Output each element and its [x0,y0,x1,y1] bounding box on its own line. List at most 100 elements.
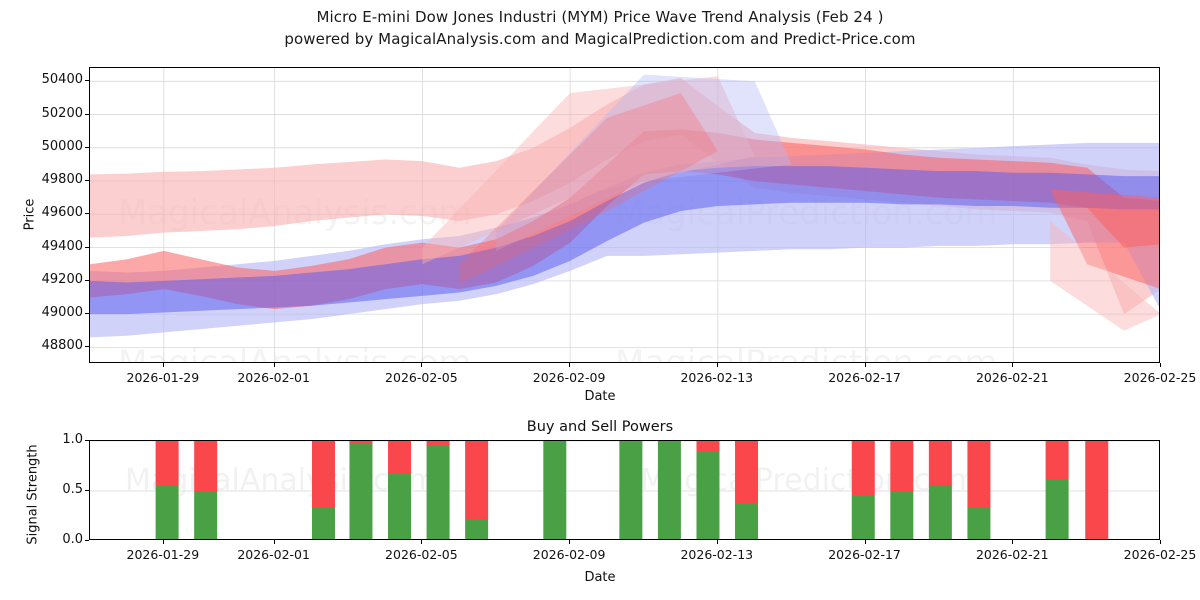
signal-x-tickmark [273,540,275,544]
signal-chart-plot-area: MagicalAnalysis.com MagicalPrediction.co… [89,440,1160,540]
price-bands-svg [90,68,1159,362]
price-y-tickmark [85,213,89,215]
price-y-tickmark [85,313,89,315]
price-y-tick: 49600 [41,205,83,221]
buy-power-bar [928,486,952,539]
price-y-tickmark [85,180,89,182]
signal-x-tick: 2026-02-17 [828,547,901,562]
price-x-tickmark [1012,363,1014,367]
page-title: Micro E-mini Dow Jones Industri (MYM) Pr… [316,8,884,26]
price-x-tick: 2026-02-09 [532,370,606,385]
signal-x-tick: 2026-02-05 [385,547,458,562]
signal-y-tick: 1.0 [62,432,83,447]
price-x-axis-label: Date [584,389,616,404]
price-y-tick: 49200 [41,271,83,287]
price-y-tick: 50400 [41,72,83,88]
price-y-tick: 49800 [41,172,83,188]
buy-power-bar [311,507,335,539]
sell-power-bar [696,441,720,451]
sell-power-bar [465,441,489,519]
sell-power-bar [1045,441,1069,480]
signal-x-tick: 2026-02-09 [532,547,606,562]
price-x-tickmark [1160,363,1161,367]
signal-y-tick: 0.5 [62,482,83,497]
buy-power-bar [543,441,567,539]
sell-power-bar [388,441,412,474]
price-y-axis-label: Price [22,198,38,231]
signal-x-tickmark [421,540,423,544]
signal-x-tickmark [162,540,164,544]
sell-power-bar [311,441,335,507]
sell-power-bar [349,441,373,444]
buy-power-bar [619,441,643,539]
signal-x-tick: 2026-02-13 [680,547,754,562]
signal-x-tick: 2026-01-29 [126,547,200,562]
price-x-tick: 2026-01-29 [126,370,200,385]
page-subtitle: powered by MagicalAnalysis.com and Magic… [284,30,916,48]
signal-x-tick: 2026-02-21 [975,547,1049,562]
signal-x-tickmark [1012,540,1014,544]
price-y-tick: 50200 [41,105,83,121]
price-x-tickmark [569,363,571,367]
price-x-tick: 2026-02-05 [385,370,458,385]
signal-y-tick: 0.0 [62,532,83,547]
price-y-tickmark [85,279,89,281]
sell-power-bar [1085,441,1109,539]
buy-power-bar [657,441,681,539]
buy-power-bar [465,519,489,539]
signal-y-tickmark [85,440,89,441]
signal-y-axis-label: Signal Strength [25,444,41,545]
price-x-tickmark [864,363,866,367]
sell-power-bar [735,441,759,503]
sell-power-bar [194,441,218,491]
price-y-tick: 48800 [41,338,83,354]
buy-power-bar [426,445,450,539]
signal-x-tickmark [569,540,571,544]
buy-power-bar [696,451,720,539]
signal-x-tickmark [864,540,866,544]
price-y-tickmark [85,346,89,348]
buy-power-bar [155,486,179,539]
buy-power-bar [349,444,373,539]
signal-x-tick: 2026-02-25 [1123,547,1197,562]
price-x-tick: 2026-02-01 [237,370,310,385]
signal-y-tickmark [85,490,89,491]
signal-chart-title: Buy and Sell Powers [526,419,674,435]
price-y-tickmark [85,113,89,115]
price-y-tickmark [85,80,89,82]
signal-bars-svg [90,441,1159,539]
price-x-tick: 2026-02-17 [828,370,901,385]
price-x-tickmark [716,363,718,367]
buy-power-bar [194,491,218,539]
buy-power-bar [851,496,875,539]
signal-x-axis-label: Date [584,570,616,585]
sell-power-bar [890,441,914,491]
sell-power-bar [851,441,875,496]
price-x-tick: 2026-02-25 [1123,370,1197,385]
signal-x-tickmark [716,540,718,544]
price-y-tick: 49000 [41,305,83,321]
price-x-tick: 2026-02-21 [975,370,1049,385]
price-x-tickmark [273,363,275,367]
buy-power-bar [1045,480,1069,539]
sell-power-bar [426,441,450,445]
price-chart-plot-area: MagicalAnalysis.com MagicalPrediction.co… [89,67,1160,363]
chart-title-block: Micro E-mini Dow Jones Industri (MYM) Pr… [0,6,1200,50]
sell-power-bar [967,441,991,508]
sell-power-bar [155,441,179,486]
price-x-tickmark [162,363,164,367]
buy-power-bar [735,503,759,539]
price-y-tickmark [85,246,89,248]
buy-power-bar [890,491,914,539]
sell-power-bar [928,441,952,486]
price-y-tick: 50000 [41,138,83,154]
signal-y-tickmark [85,540,89,541]
price-y-tickmark [85,146,89,148]
price-x-tickmark [421,363,423,367]
signal-x-tick: 2026-02-01 [237,547,310,562]
buy-power-bar [967,508,991,539]
signal-x-tickmark [1160,540,1161,544]
buy-power-bar [388,474,412,539]
price-y-tick: 49400 [41,238,83,254]
